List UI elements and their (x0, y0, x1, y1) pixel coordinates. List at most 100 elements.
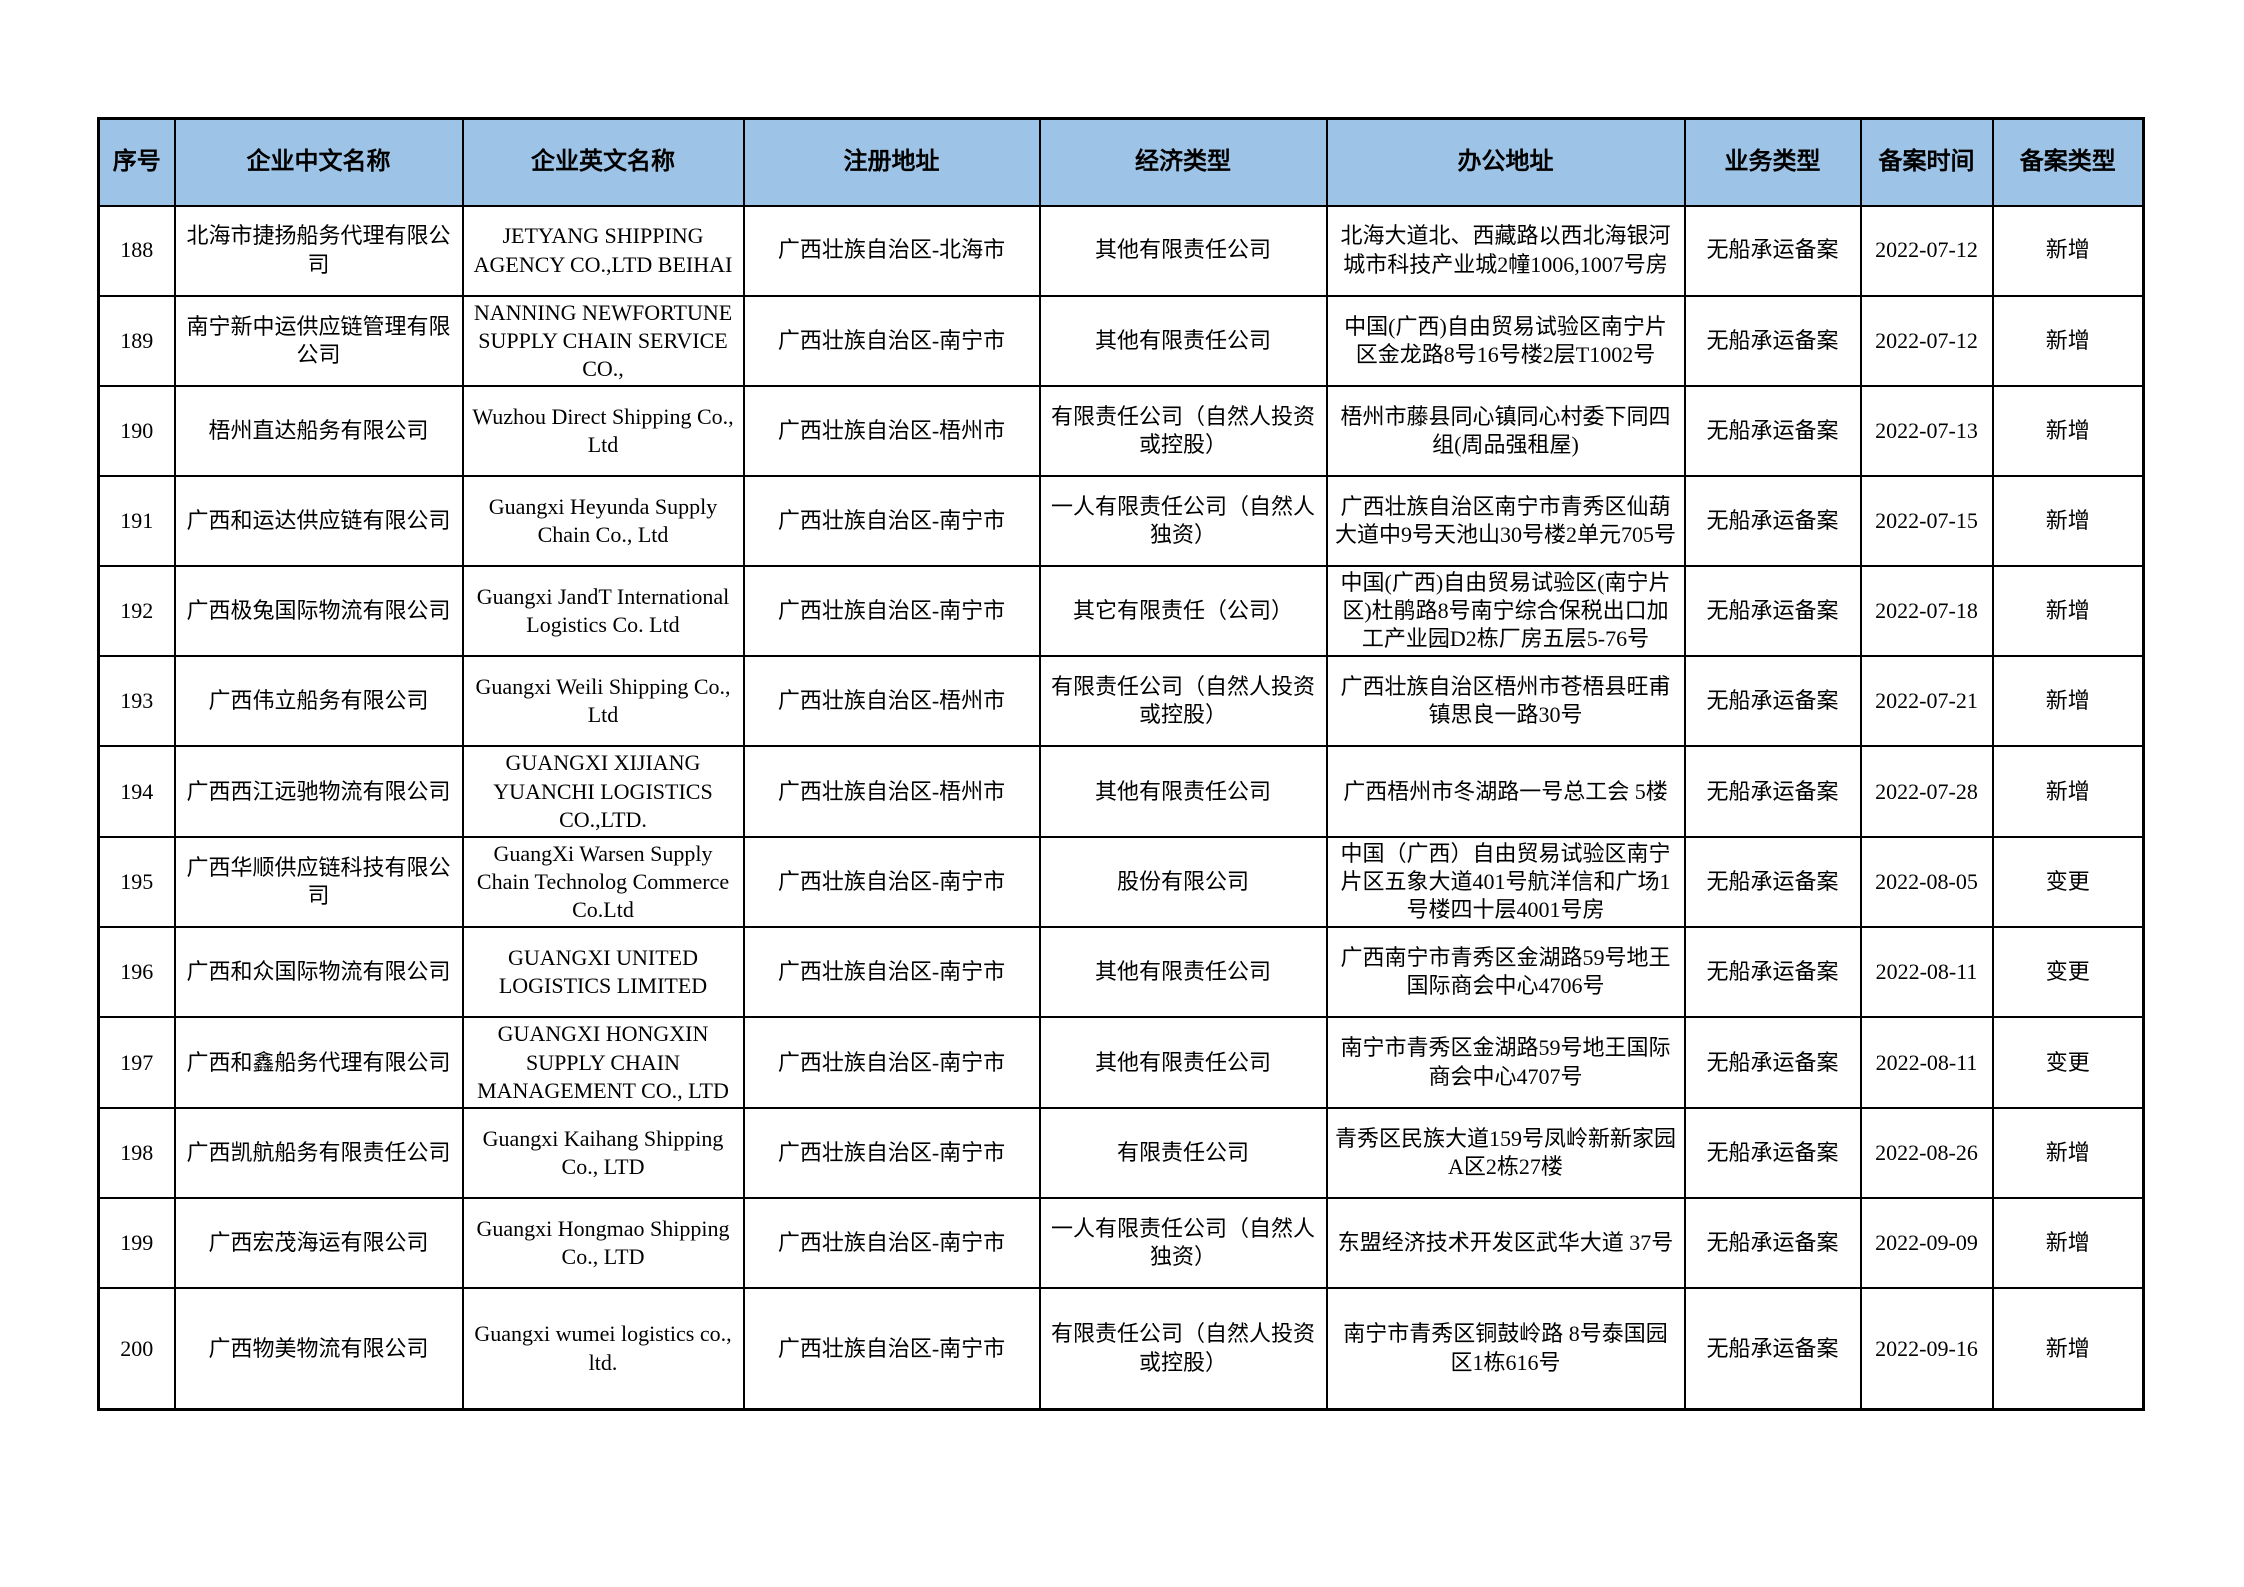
cell-no: 197 (97, 1016, 176, 1109)
cell-record_type: 新增 (1991, 1196, 2145, 1289)
table-row: 193 广西伟立船务有限公司 Guangxi Weili Shipping Co.,… (97, 655, 2145, 748)
cell-record_type: 新增 (1991, 655, 2145, 748)
table-row: 189 南宁新中运供应链管理有限公司 NANNING NEWFORTUNE SUPP… (97, 294, 2145, 387)
cell-reg_address: 广西壮族自治区-梧州市 (742, 655, 1041, 748)
cell-business_type: 无船承运备案 (1683, 655, 1862, 748)
cell-office_address: 北海大道北、西藏路以西北海银河城市科技产业城2幢1006,1007号房 (1325, 204, 1686, 297)
cell-record_date: 2022-07-18 (1859, 564, 1994, 658)
cell-record_type: 新增 (1991, 474, 2145, 567)
cell-reg_address: 广西壮族自治区-南宁市 (742, 1286, 1041, 1411)
cell-business_type: 无船承运备案 (1683, 1106, 1862, 1199)
cell-economic_type: 其他有限责任公司 (1038, 926, 1328, 1019)
cell-record_type: 新增 (1991, 564, 2145, 658)
cell-record_date: 2022-08-11 (1859, 1016, 1994, 1109)
table-row: 192 广西极兔国际物流有限公司 Guangxi JandT Internation… (97, 564, 2145, 658)
cell-reg_address: 广西壮族自治区-南宁市 (742, 835, 1041, 929)
cell-name_cn: 广西极兔国际物流有限公司 (173, 564, 464, 658)
cell-economic_type: 有限责任公司（自然人投资或控股） (1038, 384, 1328, 477)
cell-office_address: 广西壮族自治区南宁市青秀区仙葫大道中9号天池山30号楼2单元705号 (1325, 474, 1686, 567)
cell-business_type: 无船承运备案 (1683, 1016, 1862, 1109)
column-header-name_en: 企业英文名称 (461, 117, 745, 207)
cell-no: 189 (97, 294, 176, 387)
cell-economic_type: 其他有限责任公司 (1038, 204, 1328, 297)
cell-name_en: Guangxi Heyunda Supply Chain Co., Ltd (461, 474, 745, 567)
table-row: 200 广西物美物流有限公司 Guangxi wumei logistics co.… (97, 1286, 2145, 1411)
cell-record_type: 新增 (1991, 1106, 2145, 1199)
cell-economic_type: 一人有限责任公司（自然人独资） (1038, 474, 1328, 567)
column-header-economic_type: 经济类型 (1038, 117, 1328, 207)
column-header-office_address: 办公地址 (1325, 117, 1686, 207)
cell-office_address: 广西梧州市冬湖路一号总工会 5楼 (1325, 745, 1686, 838)
cell-business_type: 无船承运备案 (1683, 294, 1862, 387)
cell-economic_type: 其他有限责任公司 (1038, 294, 1328, 387)
table-row: 199 广西宏茂海运有限公司 Guangxi Hongmao Shipping Co… (97, 1196, 2145, 1289)
cell-no: 199 (97, 1196, 176, 1289)
cell-office_address: 中国(广西)自由贸易试验区南宁片区金龙路8号16号楼2层T1002号 (1325, 294, 1686, 387)
cell-record_type: 变更 (1991, 1016, 2145, 1109)
cell-no: 200 (97, 1286, 176, 1411)
cell-name_en: Guangxi Hongmao Shipping Co., LTD (461, 1196, 745, 1289)
column-header-name_cn: 企业中文名称 (173, 117, 464, 207)
cell-reg_address: 广西壮族自治区-南宁市 (742, 564, 1041, 658)
cell-record_date: 2022-07-21 (1859, 655, 1994, 748)
cell-name_en: NANNING NEWFORTUNE SUPPLY CHAIN SERVICE … (461, 294, 745, 387)
cell-record_date: 2022-08-05 (1859, 835, 1994, 929)
cell-business_type: 无船承运备案 (1683, 1196, 1862, 1289)
table-row: 197 广西和鑫船务代理有限公司 GUANGXI HONGXIN SUPPLY CH… (97, 1016, 2145, 1109)
cell-name_cn: 北海市捷扬船务代理有限公司 (173, 204, 464, 297)
table-row: 188 北海市捷扬船务代理有限公司 JETYANG SHIPPING AGENCY … (97, 204, 2145, 297)
cell-name_en: Guangxi wumei logistics co., ltd. (461, 1286, 745, 1411)
cell-name_cn: 广西西江远驰物流有限公司 (173, 745, 464, 838)
cell-reg_address: 广西壮族自治区-北海市 (742, 204, 1041, 297)
cell-no: 195 (97, 835, 176, 929)
table-row: 198 广西凯航船务有限责任公司 Guangxi Kaihang Shipping … (97, 1106, 2145, 1199)
cell-business_type: 无船承运备案 (1683, 564, 1862, 658)
cell-reg_address: 广西壮族自治区-南宁市 (742, 1196, 1041, 1289)
cell-no: 188 (97, 204, 176, 297)
cell-name_cn: 南宁新中运供应链管理有限公司 (173, 294, 464, 387)
cell-economic_type: 其他有限责任公司 (1038, 745, 1328, 838)
cell-office_address: 南宁市青秀区铜鼓岭路 8号泰国园区1栋616号 (1325, 1286, 1686, 1411)
cell-economic_type: 有限责任公司 (1038, 1106, 1328, 1199)
cell-record_date: 2022-08-11 (1859, 926, 1994, 1019)
table-row: 191 广西和运达供应链有限公司 Guangxi Heyunda Supply Ch… (97, 474, 2145, 567)
cell-name_en: JETYANG SHIPPING AGENCY CO.,LTD BEIHAI (461, 204, 745, 297)
cell-office_address: 广西南宁市青秀区金湖路59号地王国际商会中心4706号 (1325, 926, 1686, 1019)
company-filing-table: 序号 企业中文名称 企业英文名称 注册地址 经济类型 办公地址 业务类型 备案时间 备案类型 1… (97, 117, 2145, 1412)
table-row: 195 广西华顺供应链科技有限公司 GuangXi Warsen Supply Ch… (97, 835, 2145, 929)
cell-reg_address: 广西壮族自治区-南宁市 (742, 926, 1041, 1019)
cell-business_type: 无船承运备案 (1683, 204, 1862, 297)
cell-office_address: 中国（广西）自由贸易试验区南宁片区五象大道401号航洋信和广场1号楼四十层400… (1325, 835, 1686, 929)
cell-name_en: Guangxi Weili Shipping Co., Ltd (461, 655, 745, 748)
cell-no: 196 (97, 926, 176, 1019)
cell-record_type: 新增 (1991, 745, 2145, 838)
cell-record_date: 2022-07-12 (1859, 294, 1994, 387)
cell-office_address: 青秀区民族大道159号凤岭新新家园A区2栋27楼 (1325, 1106, 1686, 1199)
cell-name_cn: 广西和运达供应链有限公司 (173, 474, 464, 567)
cell-business_type: 无船承运备案 (1683, 835, 1862, 929)
cell-record_type: 新增 (1991, 204, 2145, 297)
cell-no: 198 (97, 1106, 176, 1199)
cell-business_type: 无船承运备案 (1683, 1286, 1862, 1411)
cell-business_type: 无船承运备案 (1683, 745, 1862, 838)
table-header-row: 序号 企业中文名称 企业英文名称 注册地址 经济类型 办公地址 业务类型 备案时间 备案类型 (97, 117, 2145, 207)
cell-record_type: 新增 (1991, 1286, 2145, 1411)
cell-record_date: 2022-08-26 (1859, 1106, 1994, 1199)
cell-record_type: 新增 (1991, 294, 2145, 387)
cell-economic_type: 一人有限责任公司（自然人独资） (1038, 1196, 1328, 1289)
cell-economic_type: 有限责任公司（自然人投资或控股） (1038, 1286, 1328, 1411)
cell-reg_address: 广西壮族自治区-南宁市 (742, 474, 1041, 567)
column-header-record_type: 备案类型 (1991, 117, 2145, 207)
cell-economic_type: 有限责任公司（自然人投资或控股） (1038, 655, 1328, 748)
cell-no: 193 (97, 655, 176, 748)
cell-business_type: 无船承运备案 (1683, 384, 1862, 477)
cell-record_type: 新增 (1991, 384, 2145, 477)
column-header-reg_address: 注册地址 (742, 117, 1041, 207)
cell-no: 190 (97, 384, 176, 477)
cell-record_date: 2022-09-16 (1859, 1286, 1994, 1411)
cell-record_date: 2022-07-28 (1859, 745, 1994, 838)
cell-name_en: GUANGXI UNITED LOGISTICS LIMITED (461, 926, 745, 1019)
cell-office_address: 广西壮族自治区梧州市苍梧县旺甫镇思良一路30号 (1325, 655, 1686, 748)
cell-record_date: 2022-07-15 (1859, 474, 1994, 567)
